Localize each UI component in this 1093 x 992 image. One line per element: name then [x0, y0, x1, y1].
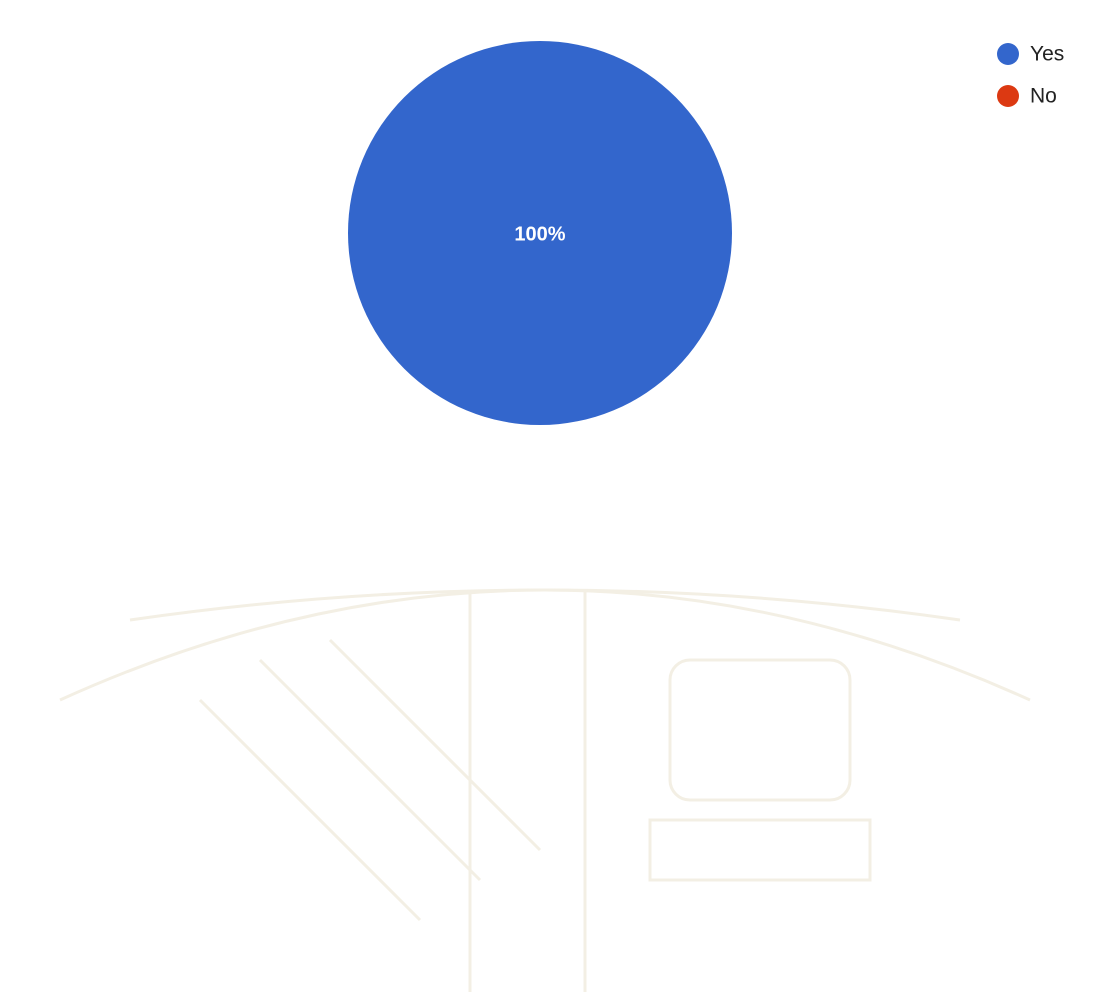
data-label: 100% — [514, 223, 565, 245]
watermark-books — [198, 638, 542, 922]
legend-label: Yes — [1030, 43, 1064, 66]
legend-marker — [997, 85, 1019, 107]
watermark-keyboard — [648, 818, 872, 882]
watermark-screen — [668, 658, 852, 802]
watermark-arc — [59, 588, 1031, 702]
watermark — [59, 588, 1031, 992]
watermark-arc — [129, 588, 961, 622]
legend-label: No — [1030, 85, 1057, 108]
legend-marker — [997, 43, 1019, 65]
pie-slice — [348, 41, 732, 425]
